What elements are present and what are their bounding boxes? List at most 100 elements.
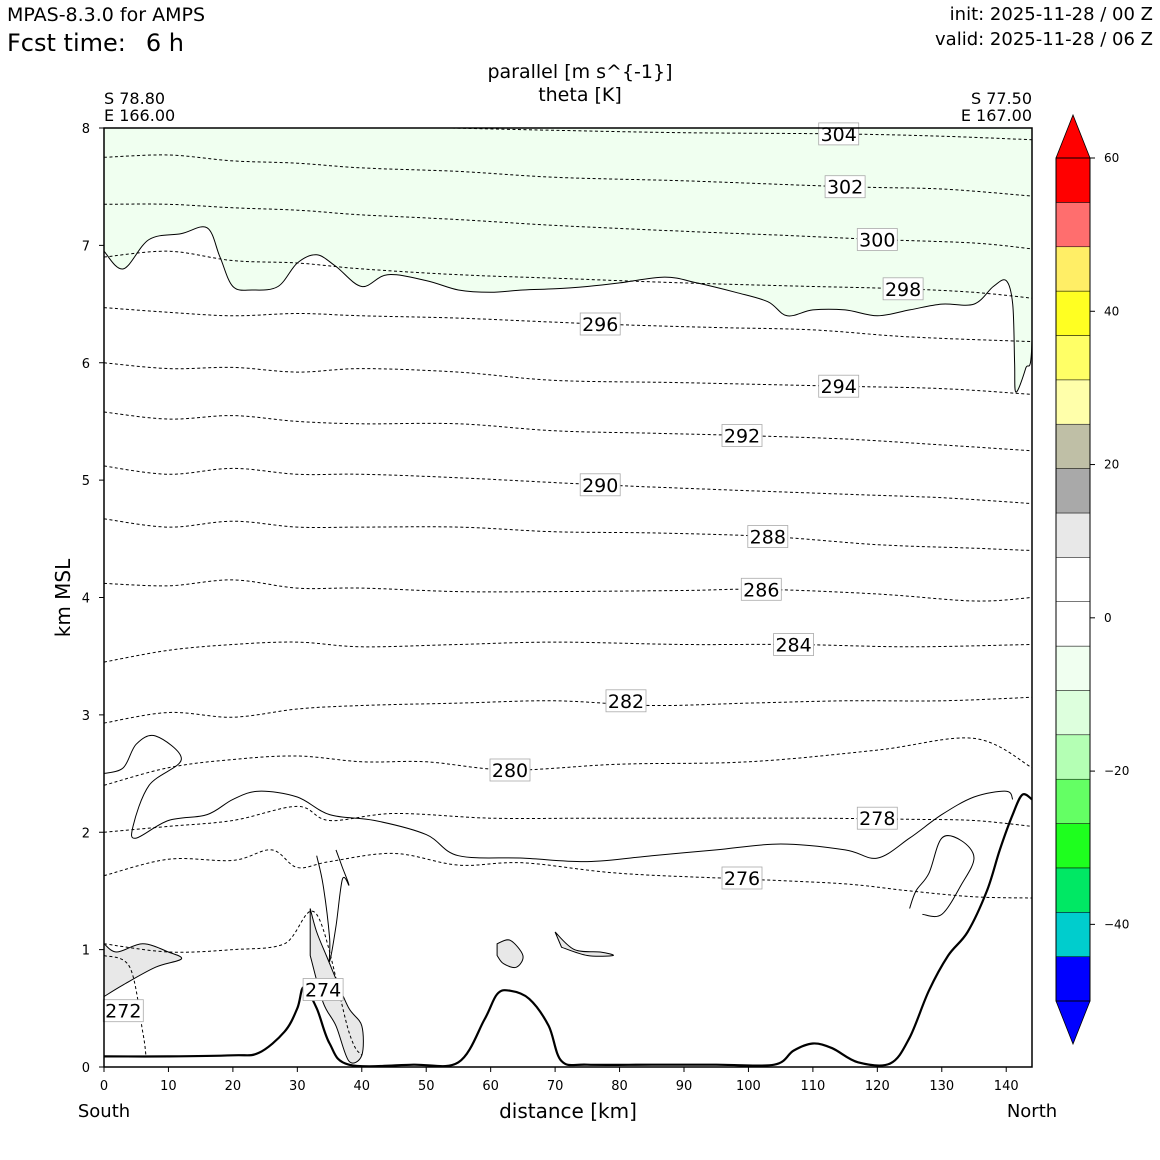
isentrope-282 <box>104 696 1032 724</box>
wind-contours <box>104 128 1032 1064</box>
wind-contour-0 <box>104 128 1032 393</box>
colorbar-band-14 <box>1055 335 1091 381</box>
isentrope-label-box-290 <box>579 473 621 497</box>
x-tick-label-120: 120 <box>865 1079 890 1094</box>
wind-fill-4 <box>497 939 524 968</box>
y-tick-label-8: 8 <box>82 122 90 137</box>
isentrope-302 <box>104 154 1032 197</box>
isentrope-label-box-274 <box>302 978 344 1001</box>
chart-title: parallel [m s^{-1}] <box>487 61 672 83</box>
y-tick-label-0: 0 <box>82 1061 90 1076</box>
isentrope-label-292: 292 <box>724 426 760 448</box>
colorbar-band-3 <box>1055 823 1091 869</box>
terrain-layer <box>104 793 1032 1067</box>
isentrope-290 <box>104 465 1032 505</box>
y-axis-label: km MSL <box>51 558 75 637</box>
terrain-line <box>104 793 1032 1067</box>
isentrope-label-274: 274 <box>305 980 341 1002</box>
isentrope-286 <box>104 579 1032 602</box>
colorbar-tick-label-2: 20 <box>1104 458 1119 472</box>
fcst-label: Fcst time: <box>7 29 126 57</box>
isentrope-label-298: 298 <box>885 279 921 301</box>
isentrope-274 <box>104 910 363 1056</box>
isentrope-276 <box>104 849 1032 899</box>
isentrope-284 <box>104 641 1032 663</box>
isentrope-label-box-278 <box>856 806 898 830</box>
colorbar-extend-max <box>1055 113 1091 159</box>
y-tick-label-5: 5 <box>82 474 90 489</box>
isentrope-label-box-300 <box>856 228 898 251</box>
x-tick-label-30: 30 <box>289 1079 306 1094</box>
forecast-time: Fcst time: 6 h <box>7 29 184 57</box>
isentrope-300 <box>104 203 1032 250</box>
wind-fill-2 <box>104 943 182 997</box>
y-tick-label-2: 2 <box>82 826 90 841</box>
isentrope-292 <box>104 411 1032 452</box>
isentrope-label-box-302 <box>824 175 866 199</box>
colorbar-tick-label-4: −20 <box>1104 764 1129 778</box>
x-tick-label-40: 40 <box>354 1079 371 1094</box>
left-lon: E 166.00 <box>104 106 175 125</box>
isentrope-296 <box>104 307 1032 343</box>
x-tick-label-50: 50 <box>418 1079 435 1094</box>
isentrope-272 <box>104 955 147 1056</box>
isentrope-label-box-280 <box>489 758 531 782</box>
fcst-value: 6 h <box>145 29 184 57</box>
isentrope-label-276: 276 <box>724 868 760 890</box>
isentrope-label-290: 290 <box>582 475 618 497</box>
isentrope-304 <box>451 128 1032 141</box>
y-tick-label-1: 1 <box>82 944 90 959</box>
colorbar-band-9 <box>1055 557 1091 602</box>
isentrope-label-box-298 <box>882 277 924 301</box>
isentrope-label-box-286 <box>740 577 782 601</box>
isentrope-label-box-284 <box>773 633 814 656</box>
isentrope-294 <box>104 362 1032 395</box>
isentrope-278 <box>104 805 1032 833</box>
colorbar: 60 40 20 0 −20 −40 <box>1055 113 1129 1046</box>
y-tick-label-4: 4 <box>82 592 90 607</box>
isentrope-label-272: 272 <box>105 1001 141 1023</box>
colorbar-band-12 <box>1055 423 1091 469</box>
init-time: init: 2025-11-28 / 00 Z <box>949 4 1153 25</box>
theta-isentropes <box>104 128 1032 1056</box>
isentrope-label-288: 288 <box>750 527 786 549</box>
isentrope-label-304: 304 <box>821 124 857 146</box>
colorbar-band-1 <box>1055 912 1091 957</box>
isentrope-label-box-292 <box>721 424 763 447</box>
isentrope-label-box-288 <box>747 525 789 548</box>
wind-contour-6 <box>316 849 350 962</box>
x-end-right: North <box>1007 1101 1057 1122</box>
isentrope-label-296: 296 <box>582 314 618 336</box>
x-tick-label-60: 60 <box>482 1079 499 1094</box>
colorbar-band-17 <box>1055 202 1091 248</box>
x-axis-label: distance [km] <box>499 1099 637 1123</box>
colorbar-band-16 <box>1055 246 1091 292</box>
colorbar-band-13 <box>1055 379 1091 425</box>
x-axis-ticks: 0 10 20 30 40 50 60 70 80 90 100 110 120 130 140 <box>100 1067 1019 1094</box>
wind-fill-0 <box>104 128 1032 393</box>
wind-contour-2 <box>104 943 183 998</box>
wind-fills <box>104 128 1032 1064</box>
isentrope-label-box-296 <box>579 312 621 336</box>
colorbar-band-2 <box>1055 867 1091 913</box>
colorbar-band-15 <box>1055 290 1091 336</box>
colorbar-tick-label-1: 40 <box>1104 304 1119 318</box>
x-tick-label-100: 100 <box>736 1079 761 1094</box>
colorbar-band-4 <box>1055 778 1091 824</box>
left-lat: S 78.80 <box>104 89 165 108</box>
x-tick-label-10: 10 <box>160 1079 177 1094</box>
colorbar-extend-min <box>1055 1000 1091 1046</box>
y-tick-label-7: 7 <box>82 239 90 254</box>
isentrope-label-284: 284 <box>775 635 811 657</box>
isentrope-288 <box>104 518 1032 551</box>
x-tick-label-80: 80 <box>611 1079 628 1094</box>
model-title: MPAS-8.3.0 for AMPS <box>7 4 206 26</box>
isentrope-label-box-282 <box>605 689 647 713</box>
isentrope-label-278: 278 <box>859 808 895 830</box>
isentrope-label-286: 286 <box>743 579 779 601</box>
colorbar-tick-label-0: 60 <box>1104 151 1119 165</box>
isentrope-280 <box>104 737 1032 786</box>
y-tick-label-3: 3 <box>82 709 90 724</box>
colorbar-band-7 <box>1055 645 1091 691</box>
y-axis-ticks: 0 1 2 3 4 5 6 7 8 <box>82 122 104 1076</box>
